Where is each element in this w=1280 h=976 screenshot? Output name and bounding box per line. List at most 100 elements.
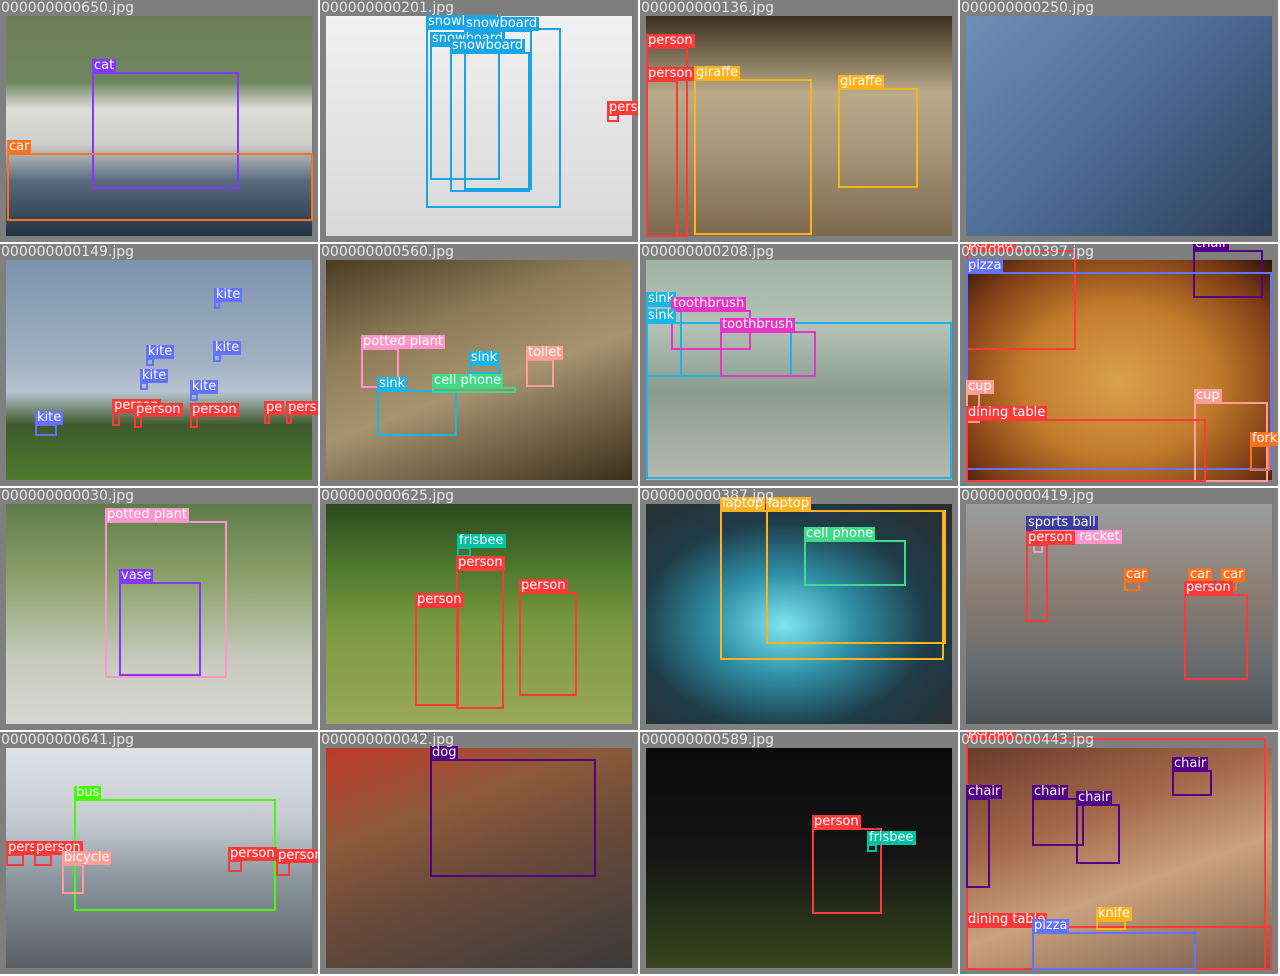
box-label: toothbrush (720, 317, 796, 332)
bounding-box: kite (214, 288, 243, 309)
box-label: knife (1096, 906, 1132, 921)
bounding-box: dog (430, 746, 596, 877)
box-label: person (190, 402, 239, 417)
box-label: dog (430, 745, 459, 760)
bounding-box: bicycle (62, 851, 112, 894)
bounding-box: pers (286, 401, 318, 424)
box-label: chair (1032, 784, 1069, 799)
image-tile: 000000000419.jpg sports ball tennis racket… (960, 488, 1278, 730)
filename-label: 000000000589.jpg (641, 732, 774, 748)
box-label: person (966, 244, 1015, 251)
bounding-box: kite (213, 341, 242, 362)
box-label: toilet (526, 345, 564, 360)
bounding-box: chair (1193, 244, 1263, 298)
bounding-box: kite (140, 369, 169, 390)
box-label: person (228, 846, 277, 861)
box-label: chair (1076, 790, 1113, 805)
image-tile: 000000000030.jpg potted plant vase (0, 488, 318, 730)
bounding-box: person (646, 67, 695, 237)
box-label: potted plant (105, 507, 189, 522)
bounding-box: potted plant (105, 508, 227, 678)
bounding-box: person (228, 847, 277, 872)
bounding-box: fork (1250, 432, 1278, 471)
box-label: kite (35, 410, 64, 425)
box-label: person (966, 732, 1015, 739)
box-label: chair (1193, 244, 1230, 251)
box-label: cup (966, 379, 994, 394)
box-label: pers (607, 100, 638, 115)
photo (966, 16, 1272, 236)
bounding-box: sink (377, 377, 457, 436)
box-label: pers (286, 400, 318, 415)
bounding-box: toothbrush (671, 297, 751, 350)
bounding-box: person (456, 556, 505, 709)
box-label: person (415, 592, 464, 607)
bounding-box: person (134, 403, 183, 428)
box-label: car (1188, 567, 1213, 582)
box-label: frisbee (457, 533, 506, 548)
bounding-box: chair (1032, 785, 1084, 846)
bounding-box: sink (646, 309, 792, 377)
bounding-box: pizza (966, 259, 1272, 470)
box-label: person (812, 814, 861, 829)
box-label: bicycle (62, 850, 112, 865)
box-label: laptop (720, 496, 766, 511)
bounding-box: laptop (766, 497, 946, 644)
bounding-box: kite (35, 411, 64, 436)
box-label: sink (377, 376, 408, 391)
box-label: cat (92, 58, 117, 73)
box-label: giraffe (694, 65, 741, 80)
filename-label: 000000000201.jpg (321, 0, 454, 16)
image-tile: 000000000149.jpg kite kite kite kite kite kite… (0, 244, 318, 486)
filename-label: 000000000419.jpg (961, 488, 1094, 504)
photo (646, 16, 952, 236)
photo (326, 260, 632, 480)
box-label: fork (1250, 431, 1278, 446)
bounding-box: person (276, 849, 318, 876)
box-label: snowboard (464, 16, 540, 31)
bounding-box: cup (1194, 389, 1268, 482)
box-label: person (519, 578, 568, 593)
box-label: sink (469, 350, 500, 365)
bounding-box: pizza (1032, 919, 1196, 970)
photo (6, 16, 312, 236)
bounding-box: frisbee (867, 831, 916, 852)
bounding-box: sink (646, 292, 682, 377)
bounding-box: car (7, 140, 313, 221)
bounding-box: person (1184, 581, 1248, 680)
image-tile: 000000000042.jpg dog (320, 732, 638, 974)
box-label: person (276, 849, 318, 863)
photo (326, 748, 632, 968)
filename-label: 000000000387.jpg (641, 488, 774, 504)
bounding-box: sink (469, 351, 501, 374)
filename-label: 000000000136.jpg (641, 0, 774, 16)
bounding-box: giraffe (838, 75, 918, 188)
bounding-box: person (812, 815, 882, 914)
photo (646, 748, 952, 968)
box-label: person (1184, 580, 1233, 595)
bounding-box: cat (92, 59, 239, 189)
bounding-box: frisbee (457, 534, 506, 557)
filename-label: 000000000149.jpg (1, 244, 134, 260)
bounding-box: person (6, 841, 55, 866)
box-label: chair (1172, 756, 1209, 771)
photo (6, 504, 312, 724)
box-label: cell phone (432, 373, 504, 388)
bounding-box: pe (264, 401, 285, 424)
bounding-box: chair (1076, 791, 1120, 864)
image-tile: 000000000589.jpg person frisbee (640, 732, 958, 974)
box-label: toothbrush (671, 296, 747, 311)
image-tile: 000000000650.jpg cat car (0, 0, 318, 242)
bounding-box: cell phone (432, 374, 516, 393)
image-tile: 000000000387.jpg laptop laptop cell phone (640, 488, 958, 730)
image-tile: 000000000201.jpgsnowboardsnowboardsnowbo… (320, 0, 638, 242)
box-label: person (456, 555, 505, 570)
box-label: pe (264, 400, 285, 415)
bounding-box: sports ball (1026, 516, 1098, 535)
box-label: car (1124, 567, 1149, 582)
box-label: kite (146, 344, 175, 359)
filename-label: 000000000250.jpg (961, 0, 1094, 16)
